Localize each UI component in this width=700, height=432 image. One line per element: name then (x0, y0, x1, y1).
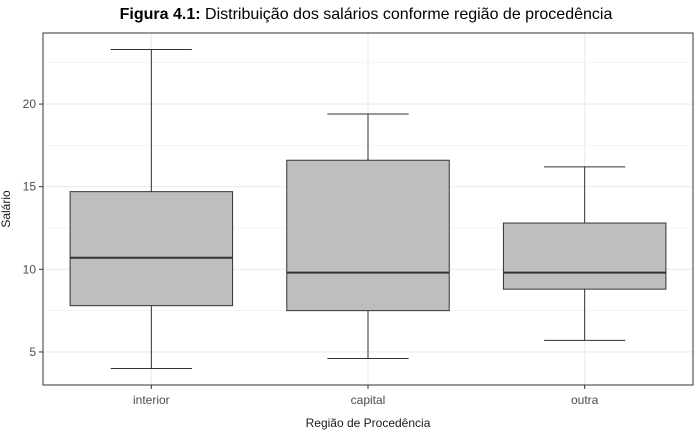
x-tick-label-outra: outra (571, 393, 599, 407)
chart-title-figure-number: Figura 4.1: (120, 6, 201, 23)
y-tick-label: 15 (23, 180, 37, 194)
y-tick-label: 10 (23, 262, 37, 276)
y-axis-title: Salário (0, 190, 13, 228)
boxes (69, 49, 667, 369)
y-tick-label: 20 (23, 97, 37, 111)
chart-title-text: Distribuição dos salários conforme regiã… (201, 6, 613, 23)
interquartile-box (69, 191, 234, 307)
y-tick-label: 5 (29, 345, 36, 359)
chart-title: Figura 4.1: Distribuição dos salários co… (120, 6, 613, 23)
x-tick-label-capital: capital (351, 393, 386, 407)
interquartile-box (502, 222, 667, 290)
box-interior (69, 49, 234, 369)
x-axis: interior capital outra (133, 385, 599, 407)
y-axis: 5 10 15 20 (23, 97, 43, 359)
box-outra (502, 166, 667, 341)
x-tick-label-interior: interior (133, 393, 170, 407)
x-axis-title: Região de Procedência (306, 416, 431, 430)
interquartile-box (286, 159, 450, 312)
box-capital (286, 113, 450, 360)
